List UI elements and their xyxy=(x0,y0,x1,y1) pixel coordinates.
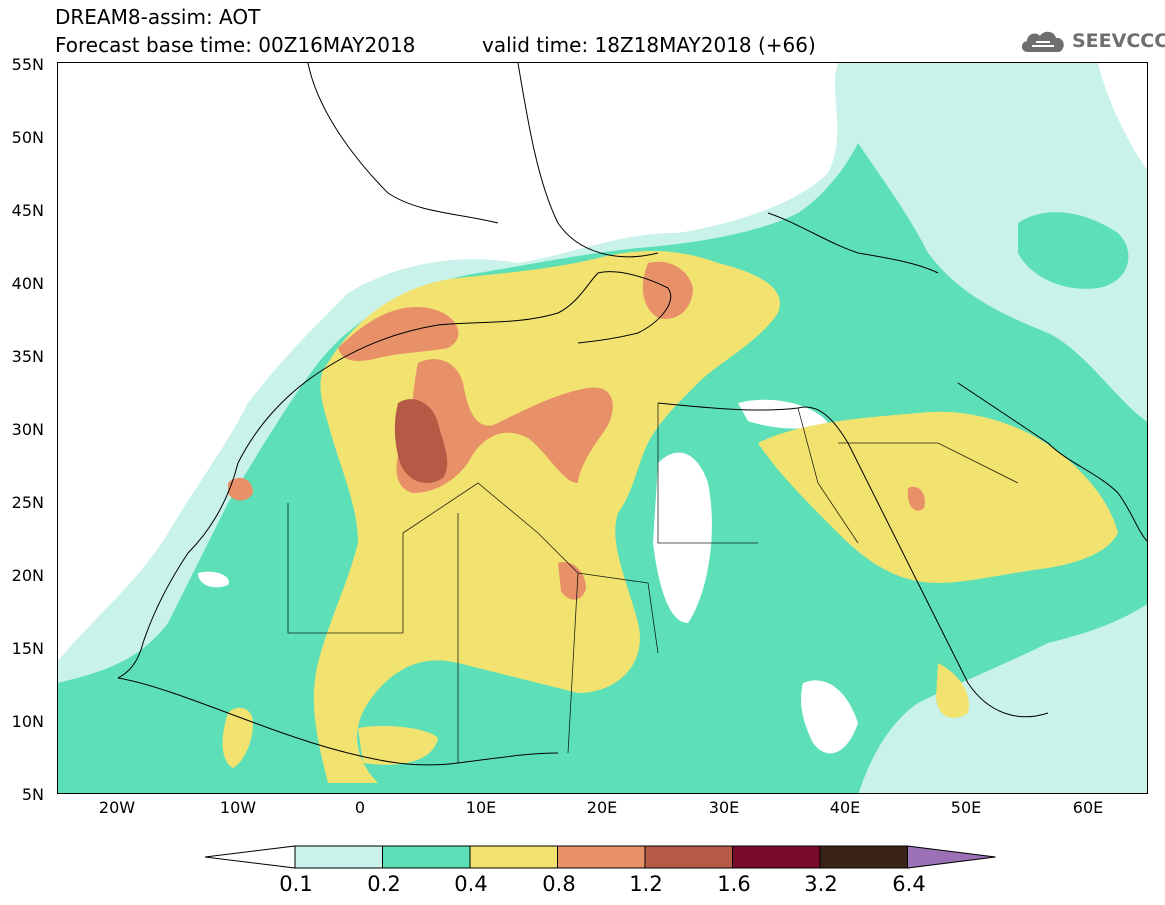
colorbar-label-1.2: 1.2 xyxy=(629,872,663,896)
lat-label-30n: 30N xyxy=(11,420,44,439)
aot-band-1.2 xyxy=(394,399,448,483)
lat-label-15n: 15N xyxy=(11,639,44,658)
aot-band-0.8 xyxy=(228,261,925,600)
seevccc-logo: SEEVCCC xyxy=(1018,26,1165,56)
cloud-icon xyxy=(1021,31,1064,52)
colorbar-label-1.6: 1.6 xyxy=(717,872,751,896)
colorbar-segment-5 xyxy=(644,845,733,869)
lat-label-40n: 40N xyxy=(11,274,44,293)
lon-label-10e: 10E xyxy=(465,798,497,817)
colorbar-segment-above xyxy=(907,845,996,869)
colorbar-label-0.4: 0.4 xyxy=(454,872,488,896)
lon-label-60e: 60E xyxy=(1072,798,1104,817)
lon-label-30e: 30E xyxy=(708,798,740,817)
lat-label-35n: 35N xyxy=(11,347,44,366)
country-borders xyxy=(287,403,1019,763)
lon-label-50e: 50E xyxy=(950,798,982,817)
lon-label-20e: 20E xyxy=(586,798,618,817)
lon-label-40e: 40E xyxy=(829,798,861,817)
colorbar-segment-2 xyxy=(382,845,471,869)
coastlines xyxy=(117,63,1147,766)
colorbar xyxy=(205,845,996,869)
lat-label-20n: 20N xyxy=(11,566,44,585)
lat-label-25n: 25N xyxy=(11,493,44,512)
colorbar-label-0.8: 0.8 xyxy=(542,872,576,896)
lon-label-0: 0 xyxy=(354,798,366,817)
aot-field xyxy=(58,63,1147,793)
lat-label-10n: 10N xyxy=(11,712,44,731)
colorbar-segment-4 xyxy=(557,845,646,869)
aot-clear-patches xyxy=(198,399,858,754)
map-title: DREAM8-assim: AOT xyxy=(55,5,261,29)
valid-time: valid time: 18Z18MAY2018 (+66) xyxy=(482,33,816,57)
colorbar-segment-below xyxy=(205,845,296,869)
lat-label-55n: 55N xyxy=(11,55,44,74)
lat-label-50n: 50N xyxy=(11,128,44,147)
colorbar-segment-6 xyxy=(732,845,821,869)
lat-label-5n: 5N xyxy=(21,785,44,804)
colorbar-label-0.2: 0.2 xyxy=(367,872,401,896)
colorbar-segment-1 xyxy=(294,845,383,869)
lon-label-10w: 10W xyxy=(219,798,257,817)
logo-text: SEEVCCC xyxy=(1072,30,1165,52)
colorbar-label-0.1: 0.1 xyxy=(279,872,313,896)
colorbar-label-6.4: 6.4 xyxy=(892,872,926,896)
colorbar-segment-3 xyxy=(469,845,558,869)
colorbar-label-3.2: 3.2 xyxy=(804,872,838,896)
lat-label-45n: 45N xyxy=(11,201,44,220)
lon-label-20w: 20W xyxy=(98,798,136,817)
forecast-base-time: Forecast base time: 00Z16MAY2018 xyxy=(55,33,416,57)
aot-map xyxy=(57,62,1148,794)
colorbar-segment-7 xyxy=(819,845,908,869)
